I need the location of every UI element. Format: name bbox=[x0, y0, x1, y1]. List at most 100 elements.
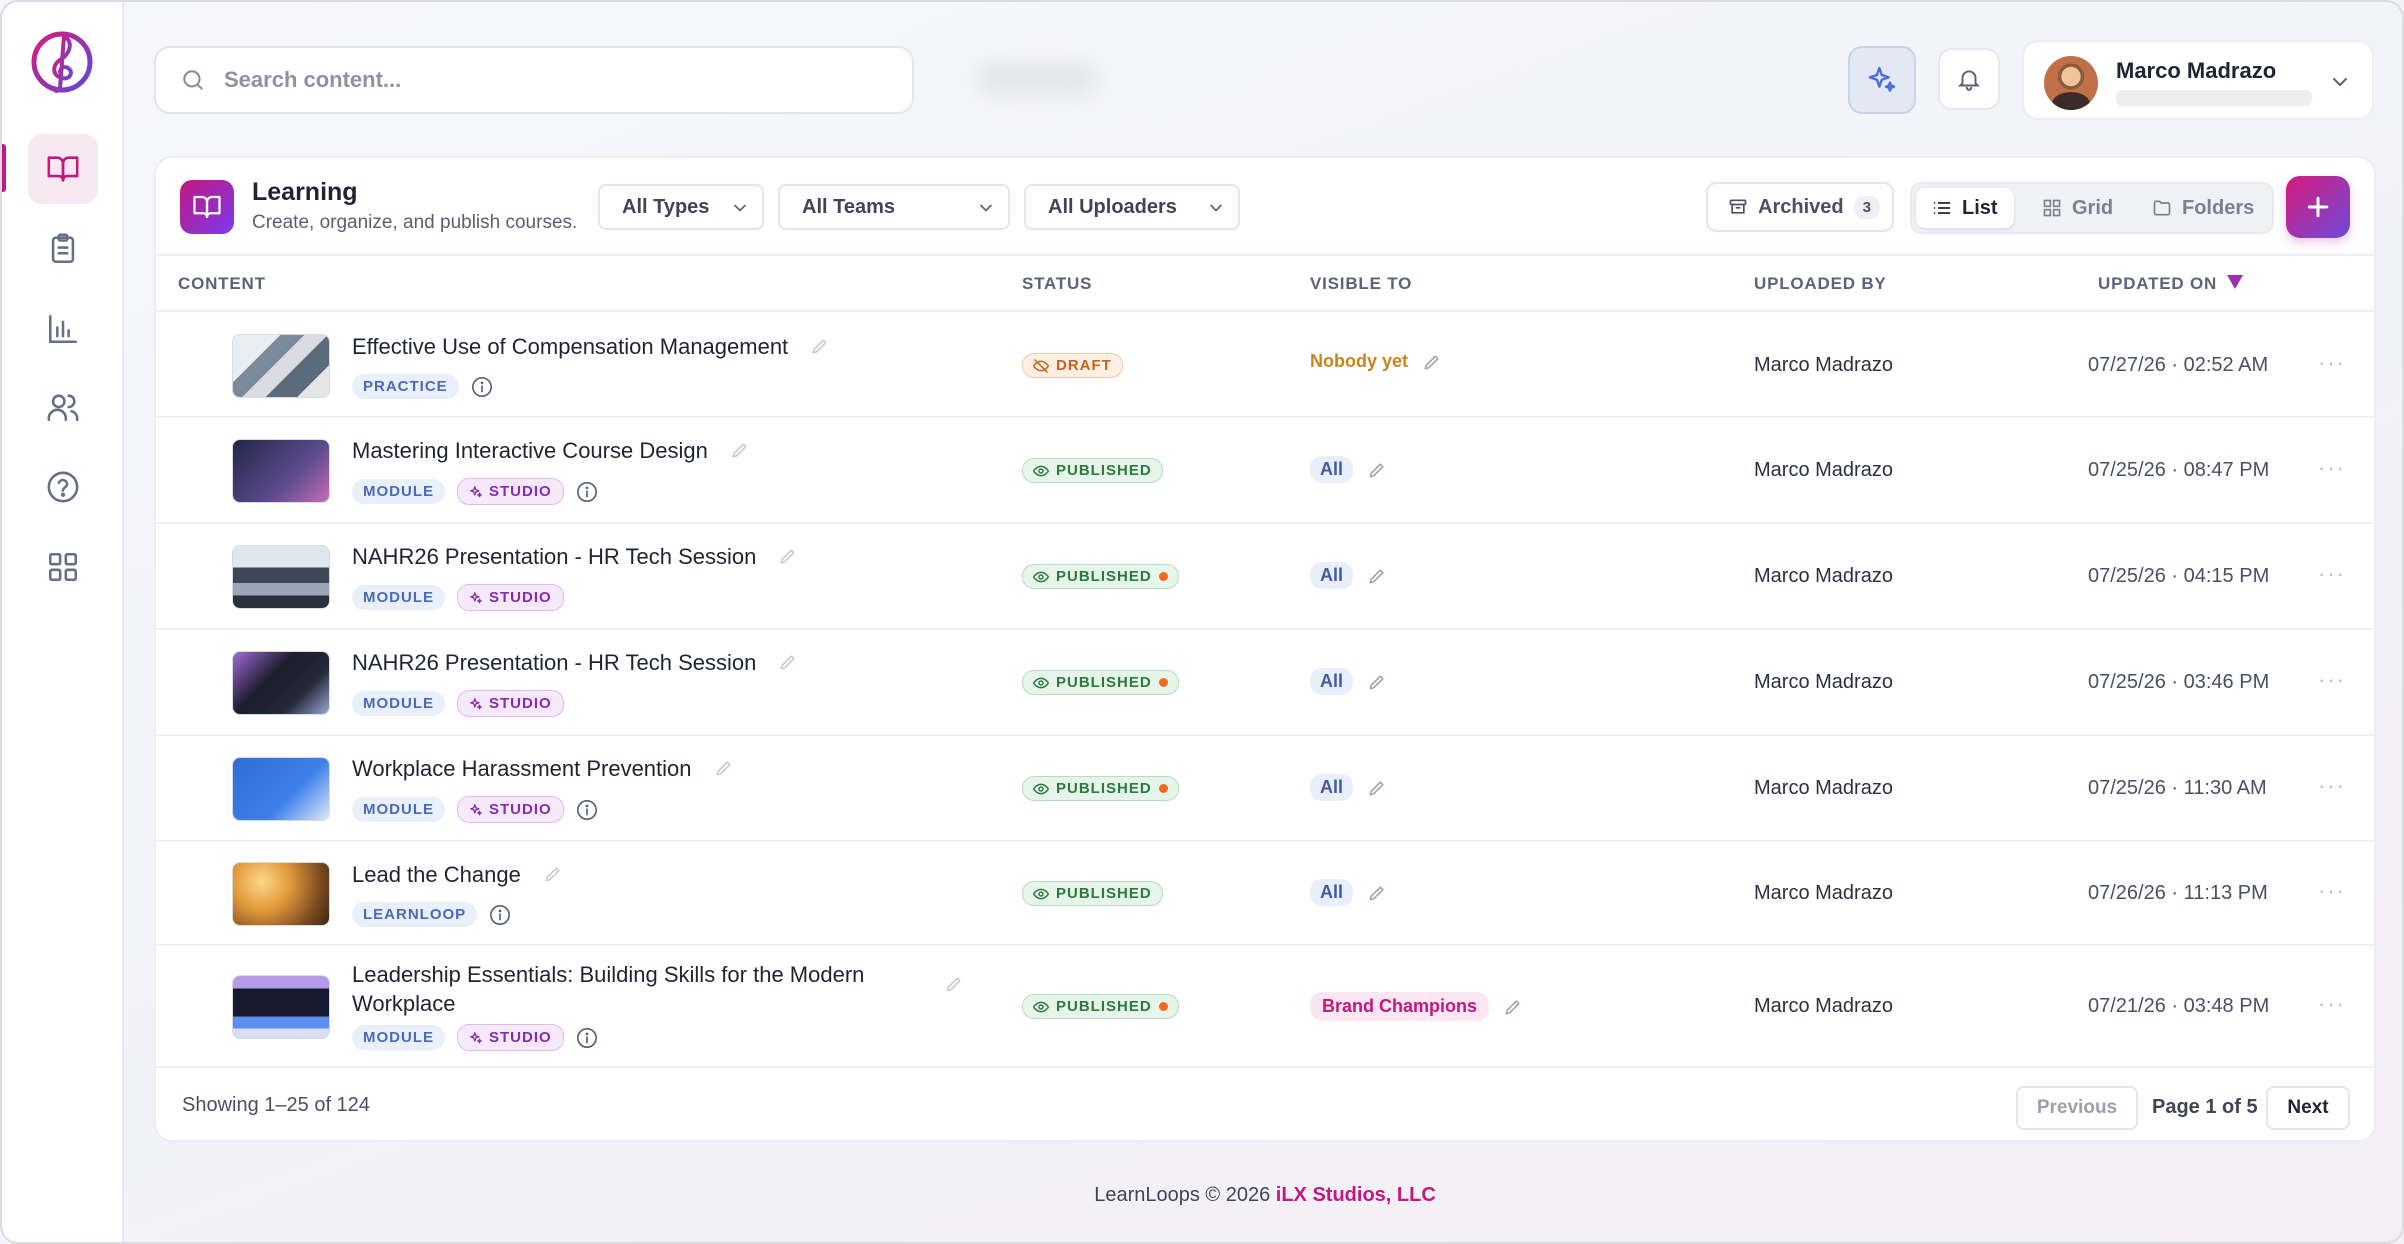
table-row[interactable]: Workplace Harassment Prevention MODULE STU… bbox=[156, 736, 2374, 842]
edit-title-icon[interactable] bbox=[778, 652, 798, 678]
status-label: PUBLISHED bbox=[1056, 998, 1152, 1015]
view-toggle: List Grid Folders bbox=[1910, 182, 2274, 234]
edit-visibility-icon[interactable] bbox=[1367, 778, 1387, 798]
view-grid-button[interactable]: Grid bbox=[2026, 188, 2129, 228]
filter-types-select[interactable]: All Types bbox=[598, 184, 764, 230]
chevron-down-icon bbox=[980, 204, 992, 212]
add-content-button[interactable] bbox=[2286, 176, 2350, 238]
view-folders-button[interactable]: Folders bbox=[2136, 188, 2270, 228]
content-type-tag: LEARNLOOP bbox=[352, 902, 478, 927]
edit-visibility-icon[interactable] bbox=[1422, 352, 1442, 372]
info-icon[interactable] bbox=[489, 904, 511, 926]
table-row[interactable]: Leadership Essentials: Building Skills f… bbox=[156, 946, 2374, 1068]
sidebar-item-apps[interactable] bbox=[28, 532, 98, 602]
edit-visibility-icon[interactable] bbox=[1503, 997, 1523, 1017]
content-thumbnail[interactable] bbox=[232, 757, 330, 821]
more-actions-icon[interactable]: ··· bbox=[2318, 878, 2346, 903]
clipboard-icon bbox=[51, 233, 75, 264]
info-icon[interactable] bbox=[576, 1027, 598, 1049]
content-thumbnail[interactable] bbox=[232, 862, 330, 926]
content-title[interactable]: Workplace Harassment Prevention bbox=[352, 756, 734, 784]
status-label: PUBLISHED bbox=[1056, 674, 1152, 691]
table-row[interactable]: Lead the Change LEARNLOOP PUBLISHED All Marc… bbox=[156, 842, 2374, 946]
search-box[interactable] bbox=[154, 46, 914, 114]
sparkles-icon bbox=[1868, 66, 1896, 92]
sidebar-item-help[interactable] bbox=[28, 452, 98, 522]
column-content[interactable]: CONTENT bbox=[178, 274, 266, 293]
sidebar-item-users[interactable] bbox=[28, 372, 98, 442]
column-updated-on[interactable]: UPDATED ON bbox=[2098, 274, 2244, 294]
notifications-button[interactable] bbox=[1938, 48, 2000, 110]
ai-assistant-button[interactable] bbox=[1848, 46, 1916, 114]
table-row[interactable]: Mastering Interactive Course Design MODUL… bbox=[156, 418, 2374, 524]
more-actions-icon[interactable]: ··· bbox=[2318, 561, 2346, 586]
eye-off-icon bbox=[1033, 358, 1049, 374]
next-button[interactable]: Next bbox=[2266, 1086, 2350, 1130]
search-input[interactable] bbox=[224, 67, 844, 93]
status-badge: PUBLISHED bbox=[1022, 776, 1179, 801]
content-tags: MODULE STUDIO bbox=[352, 796, 598, 823]
table-row[interactable]: NAHR26 Presentation - HR Tech Session MOD… bbox=[156, 524, 2374, 630]
more-actions-icon[interactable]: ··· bbox=[2318, 350, 2346, 375]
content-thumbnail[interactable] bbox=[232, 975, 330, 1039]
more-actions-icon[interactable]: ··· bbox=[2318, 991, 2346, 1016]
sidebar-item-learning[interactable] bbox=[28, 134, 98, 204]
edit-title-icon[interactable] bbox=[714, 758, 734, 784]
table-row[interactable]: Effective Use of Compensation Management… bbox=[156, 314, 2374, 418]
sidebar-item-reports[interactable] bbox=[28, 294, 98, 364]
content-thumbnail[interactable] bbox=[232, 545, 330, 609]
content-title[interactable]: NAHR26 Presentation - HR Tech Session bbox=[352, 544, 798, 572]
edit-visibility-icon[interactable] bbox=[1367, 883, 1387, 903]
content-thumbnail[interactable] bbox=[232, 651, 330, 715]
sort-desc-icon[interactable] bbox=[2227, 275, 2244, 289]
more-actions-icon[interactable]: ··· bbox=[2318, 667, 2346, 692]
table-row[interactable]: NAHR26 Presentation - HR Tech Session MOD… bbox=[156, 630, 2374, 736]
edit-visibility-icon[interactable] bbox=[1367, 672, 1387, 692]
status-badge: PUBLISHED bbox=[1022, 881, 1163, 906]
edit-title-icon[interactable] bbox=[543, 864, 563, 890]
page-title: Learning bbox=[252, 178, 358, 206]
edit-title-icon[interactable] bbox=[778, 546, 798, 572]
user-menu[interactable]: Marco Madrazo bbox=[2022, 40, 2374, 120]
edit-title-icon[interactable] bbox=[944, 974, 964, 999]
archived-button[interactable]: Archived 3 bbox=[1706, 182, 1894, 232]
updated-on: 07/25/26 · 03:46 PM bbox=[2088, 671, 2270, 693]
content-title-text: NAHR26 Presentation - HR Tech Session bbox=[352, 544, 757, 569]
content-title[interactable]: NAHR26 Presentation - HR Tech Session bbox=[352, 650, 798, 678]
edit-visibility-icon[interactable] bbox=[1367, 460, 1387, 480]
info-icon[interactable] bbox=[471, 376, 493, 398]
pending-changes-dot bbox=[1158, 678, 1168, 687]
column-visible-to[interactable]: VISIBLE TO bbox=[1310, 274, 1413, 293]
status-badge: PUBLISHED bbox=[1022, 458, 1163, 483]
app-logo-icon[interactable] bbox=[30, 28, 94, 96]
content-title[interactable]: Lead the Change bbox=[352, 862, 563, 890]
content-thumbnail[interactable] bbox=[232, 439, 330, 503]
studio-tag: STUDIO bbox=[457, 478, 564, 505]
view-list-button[interactable]: List bbox=[1916, 188, 2014, 228]
content-title[interactable]: Mastering Interactive Course Design bbox=[352, 438, 750, 466]
sparkles-icon bbox=[469, 591, 483, 605]
info-icon[interactable] bbox=[576, 481, 598, 503]
content-title[interactable]: Leadership Essentials: Building Skills f… bbox=[352, 960, 952, 1018]
more-actions-icon[interactable]: ··· bbox=[2318, 773, 2346, 798]
content-thumbnail[interactable] bbox=[232, 334, 330, 398]
filter-uploaders-select[interactable]: All Uploaders bbox=[1024, 184, 1240, 230]
column-status[interactable]: STATUS bbox=[1022, 274, 1093, 293]
previous-button[interactable]: Previous bbox=[2016, 1086, 2138, 1130]
footer-brand-link[interactable]: iLX Studios, LLC bbox=[1275, 1184, 1436, 1206]
edit-visibility-icon[interactable] bbox=[1367, 566, 1387, 586]
content-type-tag: MODULE bbox=[352, 691, 445, 716]
column-uploaded-by[interactable]: UPLOADED BY bbox=[1754, 274, 1887, 293]
uploaded-by: Marco Madrazo bbox=[1754, 882, 1893, 904]
content-title-text-line2: Workplace bbox=[352, 991, 456, 1016]
edit-title-icon[interactable] bbox=[810, 336, 830, 362]
eye-icon bbox=[1033, 675, 1049, 691]
filter-teams-select[interactable]: All Teams bbox=[778, 184, 1010, 230]
studio-tag-label: STUDIO bbox=[489, 1029, 552, 1046]
sidebar-item-assignments[interactable] bbox=[28, 214, 98, 284]
content-title[interactable]: Effective Use of Compensation Management bbox=[352, 334, 830, 362]
info-icon[interactable] bbox=[576, 799, 598, 821]
edit-title-icon[interactable] bbox=[730, 440, 750, 466]
bar-chart-icon bbox=[48, 314, 78, 344]
more-actions-icon[interactable]: ··· bbox=[2318, 455, 2346, 480]
